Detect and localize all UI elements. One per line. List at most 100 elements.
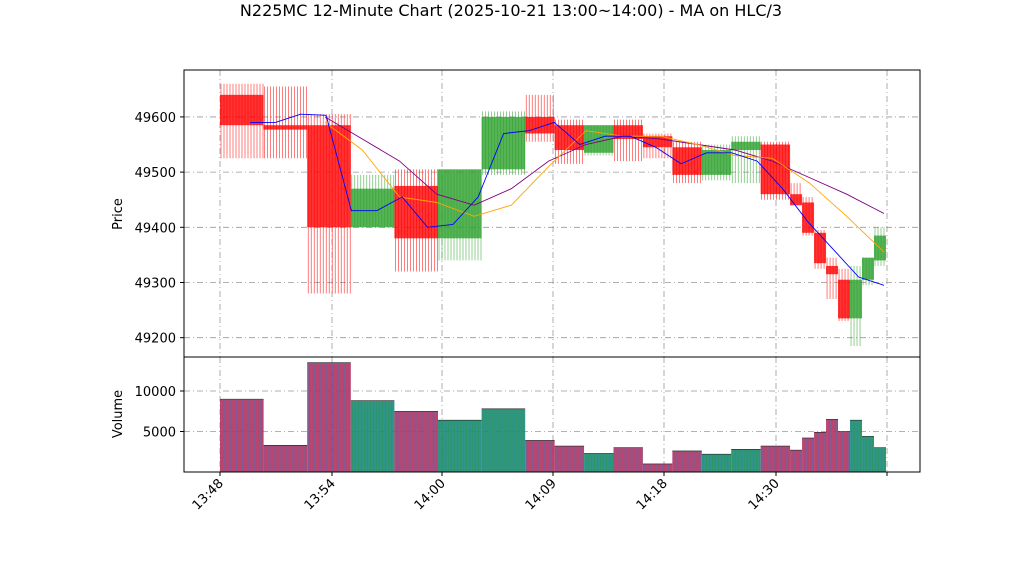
price-grid <box>184 70 920 357</box>
volume-bar <box>307 362 351 472</box>
candle <box>307 114 351 294</box>
candle <box>862 257 875 286</box>
volume-bar <box>850 419 863 472</box>
candle <box>850 265 863 346</box>
volume-bar-fill <box>481 408 526 472</box>
volume-bar-fill <box>263 445 308 472</box>
volume-plot-frame <box>183 356 921 473</box>
price-tick-label: 49300 <box>135 276 176 291</box>
volume-bar <box>263 444 308 472</box>
volume-bar <box>862 436 875 472</box>
volume-bar <box>642 463 673 472</box>
candle-body <box>760 144 791 195</box>
candle-body <box>790 194 803 206</box>
candle <box>701 144 732 181</box>
candle-body <box>220 94 264 126</box>
x-tick-label: 14:18 <box>634 476 671 513</box>
ma-long-line <box>324 116 885 214</box>
volume-bar-fill <box>874 447 886 472</box>
candle-body <box>263 125 308 130</box>
volume-bar <box>554 445 585 472</box>
x-axis-ticks: 13:48 13:54 14:00 14:09 14:18 14:30 <box>190 472 888 513</box>
candle-body <box>481 116 526 170</box>
candle-body <box>731 141 761 151</box>
ma-short-line <box>250 113 885 286</box>
price-tick-label: 49600 <box>135 111 176 126</box>
candle <box>731 136 761 184</box>
candle-body <box>802 202 815 233</box>
volume-bar-fill <box>850 420 863 472</box>
volume-bar-fill <box>525 440 555 472</box>
volume-bar <box>613 447 643 472</box>
volume-bar-fill <box>394 411 439 472</box>
volume-bar <box>394 410 439 472</box>
volume-bar <box>814 432 827 472</box>
volume-bar-fill <box>350 400 395 472</box>
volume-bars <box>220 362 886 472</box>
volume-bar-fill <box>826 419 839 472</box>
price-tick-label: 49500 <box>135 166 176 181</box>
volume-bar-fill <box>307 362 351 472</box>
price-y-ticks: 49200 49300 49400 49500 49600 <box>135 111 184 347</box>
candle <box>802 196 815 236</box>
volume-bar-fill <box>862 436 875 472</box>
candle-body <box>307 125 351 228</box>
volume-bar <box>481 408 526 472</box>
volume-bar <box>838 431 851 472</box>
volume-bar <box>438 419 482 472</box>
candle-body <box>814 232 827 264</box>
candle <box>826 257 839 300</box>
price-tick-label: 49400 <box>135 221 176 236</box>
price-axis-label: Price <box>111 198 126 230</box>
volume-bar <box>701 453 732 472</box>
x-tick-label: 14:00 <box>412 476 449 513</box>
volume-bar-fill <box>802 437 815 472</box>
candle <box>220 83 264 159</box>
volume-bar-fill <box>554 446 585 472</box>
volume-tick-label: 5000 <box>143 426 176 441</box>
x-tick-label: 13:54 <box>302 476 339 513</box>
candle-body <box>826 265 839 275</box>
volume-bar <box>220 398 264 472</box>
volume-bar <box>826 419 839 472</box>
candle-body <box>701 150 732 175</box>
candle-body <box>850 279 863 319</box>
candle-body <box>525 116 555 134</box>
candle <box>760 141 791 200</box>
volume-bar <box>874 447 886 472</box>
volume-bar <box>350 400 395 472</box>
moving-averages <box>250 113 885 286</box>
x-tick-label: 13:48 <box>190 476 227 513</box>
volume-tick-label: 10000 <box>135 385 176 400</box>
volume-bar <box>672 450 702 472</box>
volume-bar-fill <box>814 432 827 472</box>
candle <box>481 111 526 175</box>
candle <box>584 125 614 156</box>
volume-bar <box>731 449 761 472</box>
candle <box>814 230 827 269</box>
candle-body <box>642 136 673 148</box>
volume-bar <box>790 449 803 472</box>
volume-bar-fill <box>760 446 791 472</box>
candle-body <box>438 169 482 239</box>
candle-body <box>350 188 395 228</box>
candle-body <box>394 185 439 239</box>
candle-body <box>838 279 851 319</box>
volume-bar-fill <box>838 431 851 472</box>
candle <box>350 174 395 228</box>
volume-y-ticks: 5000 10000 <box>135 385 184 441</box>
volume-bar-fill <box>220 399 264 472</box>
ma-mid-line <box>324 122 885 253</box>
x-tick-label: 14:30 <box>746 476 783 513</box>
volume-bar <box>760 445 791 472</box>
candle-body <box>862 257 875 280</box>
volume-bar <box>525 440 555 472</box>
volume-bar-fill <box>438 420 482 472</box>
volume-bar <box>584 453 614 472</box>
price-panel: 49200 49300 49400 49500 49600 Price <box>111 69 921 358</box>
volume-bar-fill <box>790 450 803 472</box>
volume-axis-label: Volume <box>111 390 126 438</box>
price-candles <box>220 83 886 346</box>
candle <box>790 183 803 206</box>
